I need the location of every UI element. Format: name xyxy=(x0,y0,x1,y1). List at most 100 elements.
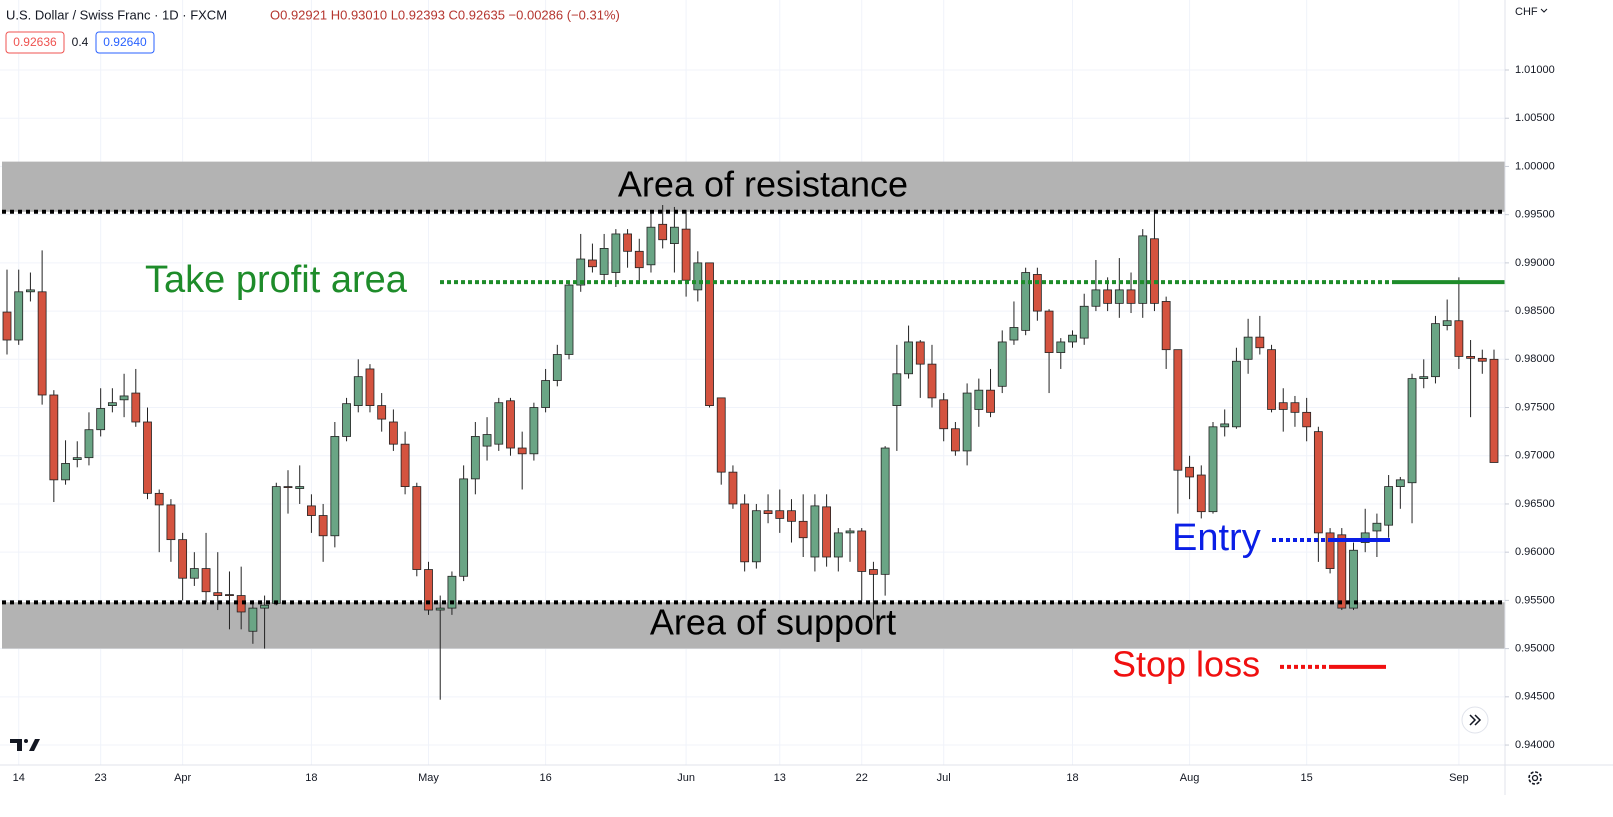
candle-body xyxy=(400,443,410,487)
candle-body xyxy=(1302,411,1312,428)
candle-body xyxy=(833,532,843,558)
candle-body xyxy=(1489,358,1499,463)
candle-body xyxy=(271,486,281,604)
candle-body xyxy=(84,429,94,459)
candle-body xyxy=(166,504,176,541)
bid-box[interactable] xyxy=(5,31,65,54)
candle-body xyxy=(599,248,609,275)
candle-body xyxy=(658,223,668,241)
candle-body xyxy=(1126,289,1136,304)
y-tick-label: 0.98500 xyxy=(1515,305,1555,317)
candle-body xyxy=(798,520,808,539)
candle-body xyxy=(552,354,562,381)
candle-body xyxy=(330,436,340,537)
candle-body xyxy=(447,575,457,609)
candle-body xyxy=(1407,378,1417,484)
y-tick-label: 0.98000 xyxy=(1515,353,1555,365)
candle-body xyxy=(119,395,129,401)
zone xyxy=(2,161,1505,212)
candle-body xyxy=(412,486,422,570)
y-tick-label: 0.97000 xyxy=(1515,450,1555,462)
candle-body xyxy=(974,389,984,410)
candle-body xyxy=(506,400,515,449)
candle-body xyxy=(728,471,738,505)
candle-body xyxy=(295,486,305,489)
candle-body xyxy=(213,592,223,596)
candle-body xyxy=(681,228,691,281)
candle-body xyxy=(424,569,433,611)
candle-body xyxy=(740,503,750,563)
candle-body xyxy=(1313,431,1323,534)
candle-body xyxy=(1161,301,1171,351)
candle-body xyxy=(37,291,47,396)
candle-body xyxy=(1278,402,1288,410)
annotations: Area of resistance Area of support Take pr… xyxy=(2,164,1505,684)
candle-body xyxy=(1325,532,1335,569)
candle-body xyxy=(248,607,258,632)
currency-menu[interactable]: CHF xyxy=(1515,6,1538,18)
candle-body xyxy=(178,539,188,579)
y-tick-label: 0.95000 xyxy=(1515,643,1555,655)
candle-body xyxy=(283,486,293,488)
candle-body xyxy=(225,594,234,597)
candle-body xyxy=(1255,336,1265,349)
candle-body xyxy=(775,510,785,519)
candle-body xyxy=(1091,289,1101,307)
candle-body xyxy=(810,505,820,558)
y-tick-label: 0.94000 xyxy=(1515,739,1555,751)
candle-body xyxy=(1466,356,1475,359)
y-tick-label: 0.94500 xyxy=(1515,691,1555,703)
candle-body xyxy=(1232,360,1241,428)
ask-box[interactable] xyxy=(95,31,155,54)
y-tick-label: 1.00500 xyxy=(1515,112,1555,124)
candle-body xyxy=(1360,532,1370,543)
axes: 0.94000 0.94500 0.95000 0.95500 0.96000 0.965… xyxy=(13,64,1555,784)
candle-body xyxy=(1032,274,1042,312)
candle-body xyxy=(96,408,106,431)
candle-body xyxy=(951,428,960,452)
candle-body xyxy=(1337,534,1347,609)
y-tick-label: 0.95500 xyxy=(1515,594,1555,606)
scroll-right-button[interactable] xyxy=(1461,706,1489,734)
candle-body xyxy=(26,289,35,293)
x-tick-label: 15 xyxy=(1301,772,1313,784)
candle-body xyxy=(14,291,24,341)
candle-body xyxy=(588,259,597,268)
tv-logo xyxy=(10,739,40,751)
candles xyxy=(2,205,1499,700)
candle-body xyxy=(154,492,164,506)
y-tick-label: 0.96500 xyxy=(1515,498,1555,510)
candle-body xyxy=(1185,466,1194,478)
currency-caret xyxy=(1540,8,1548,13)
candle-body xyxy=(892,373,902,406)
candle-body xyxy=(107,402,117,406)
candle-body xyxy=(939,399,949,430)
candle-body xyxy=(646,226,656,266)
candle-body xyxy=(564,284,574,355)
x-tick-label: Apr xyxy=(174,772,191,784)
candle-body xyxy=(318,515,328,537)
candle-body xyxy=(962,392,972,452)
candle-body xyxy=(435,607,445,611)
candle-body xyxy=(143,421,152,494)
level-label: Entry xyxy=(1172,517,1261,559)
candle-body xyxy=(189,568,199,579)
candle-body xyxy=(1243,336,1253,360)
candle-body xyxy=(61,463,70,481)
candle-body xyxy=(576,258,586,286)
settings-button[interactable] xyxy=(1528,771,1542,785)
candle-body xyxy=(904,341,913,375)
candle-body xyxy=(1290,402,1300,413)
x-tick-label: May xyxy=(418,772,439,784)
candle-body xyxy=(1349,549,1358,609)
candle-body xyxy=(459,478,469,577)
candle-body xyxy=(1395,479,1405,487)
x-tick-label: 23 xyxy=(95,772,107,784)
symbol-title: U.S. Dollar / Swiss Franc · 1D · FXCM xyxy=(6,7,227,22)
x-tick-label: 18 xyxy=(1066,772,1078,784)
x-tick-label: 16 xyxy=(539,772,551,784)
ask-price: 0.92640 xyxy=(103,35,147,49)
zone-label: Area of resistance xyxy=(618,164,908,205)
